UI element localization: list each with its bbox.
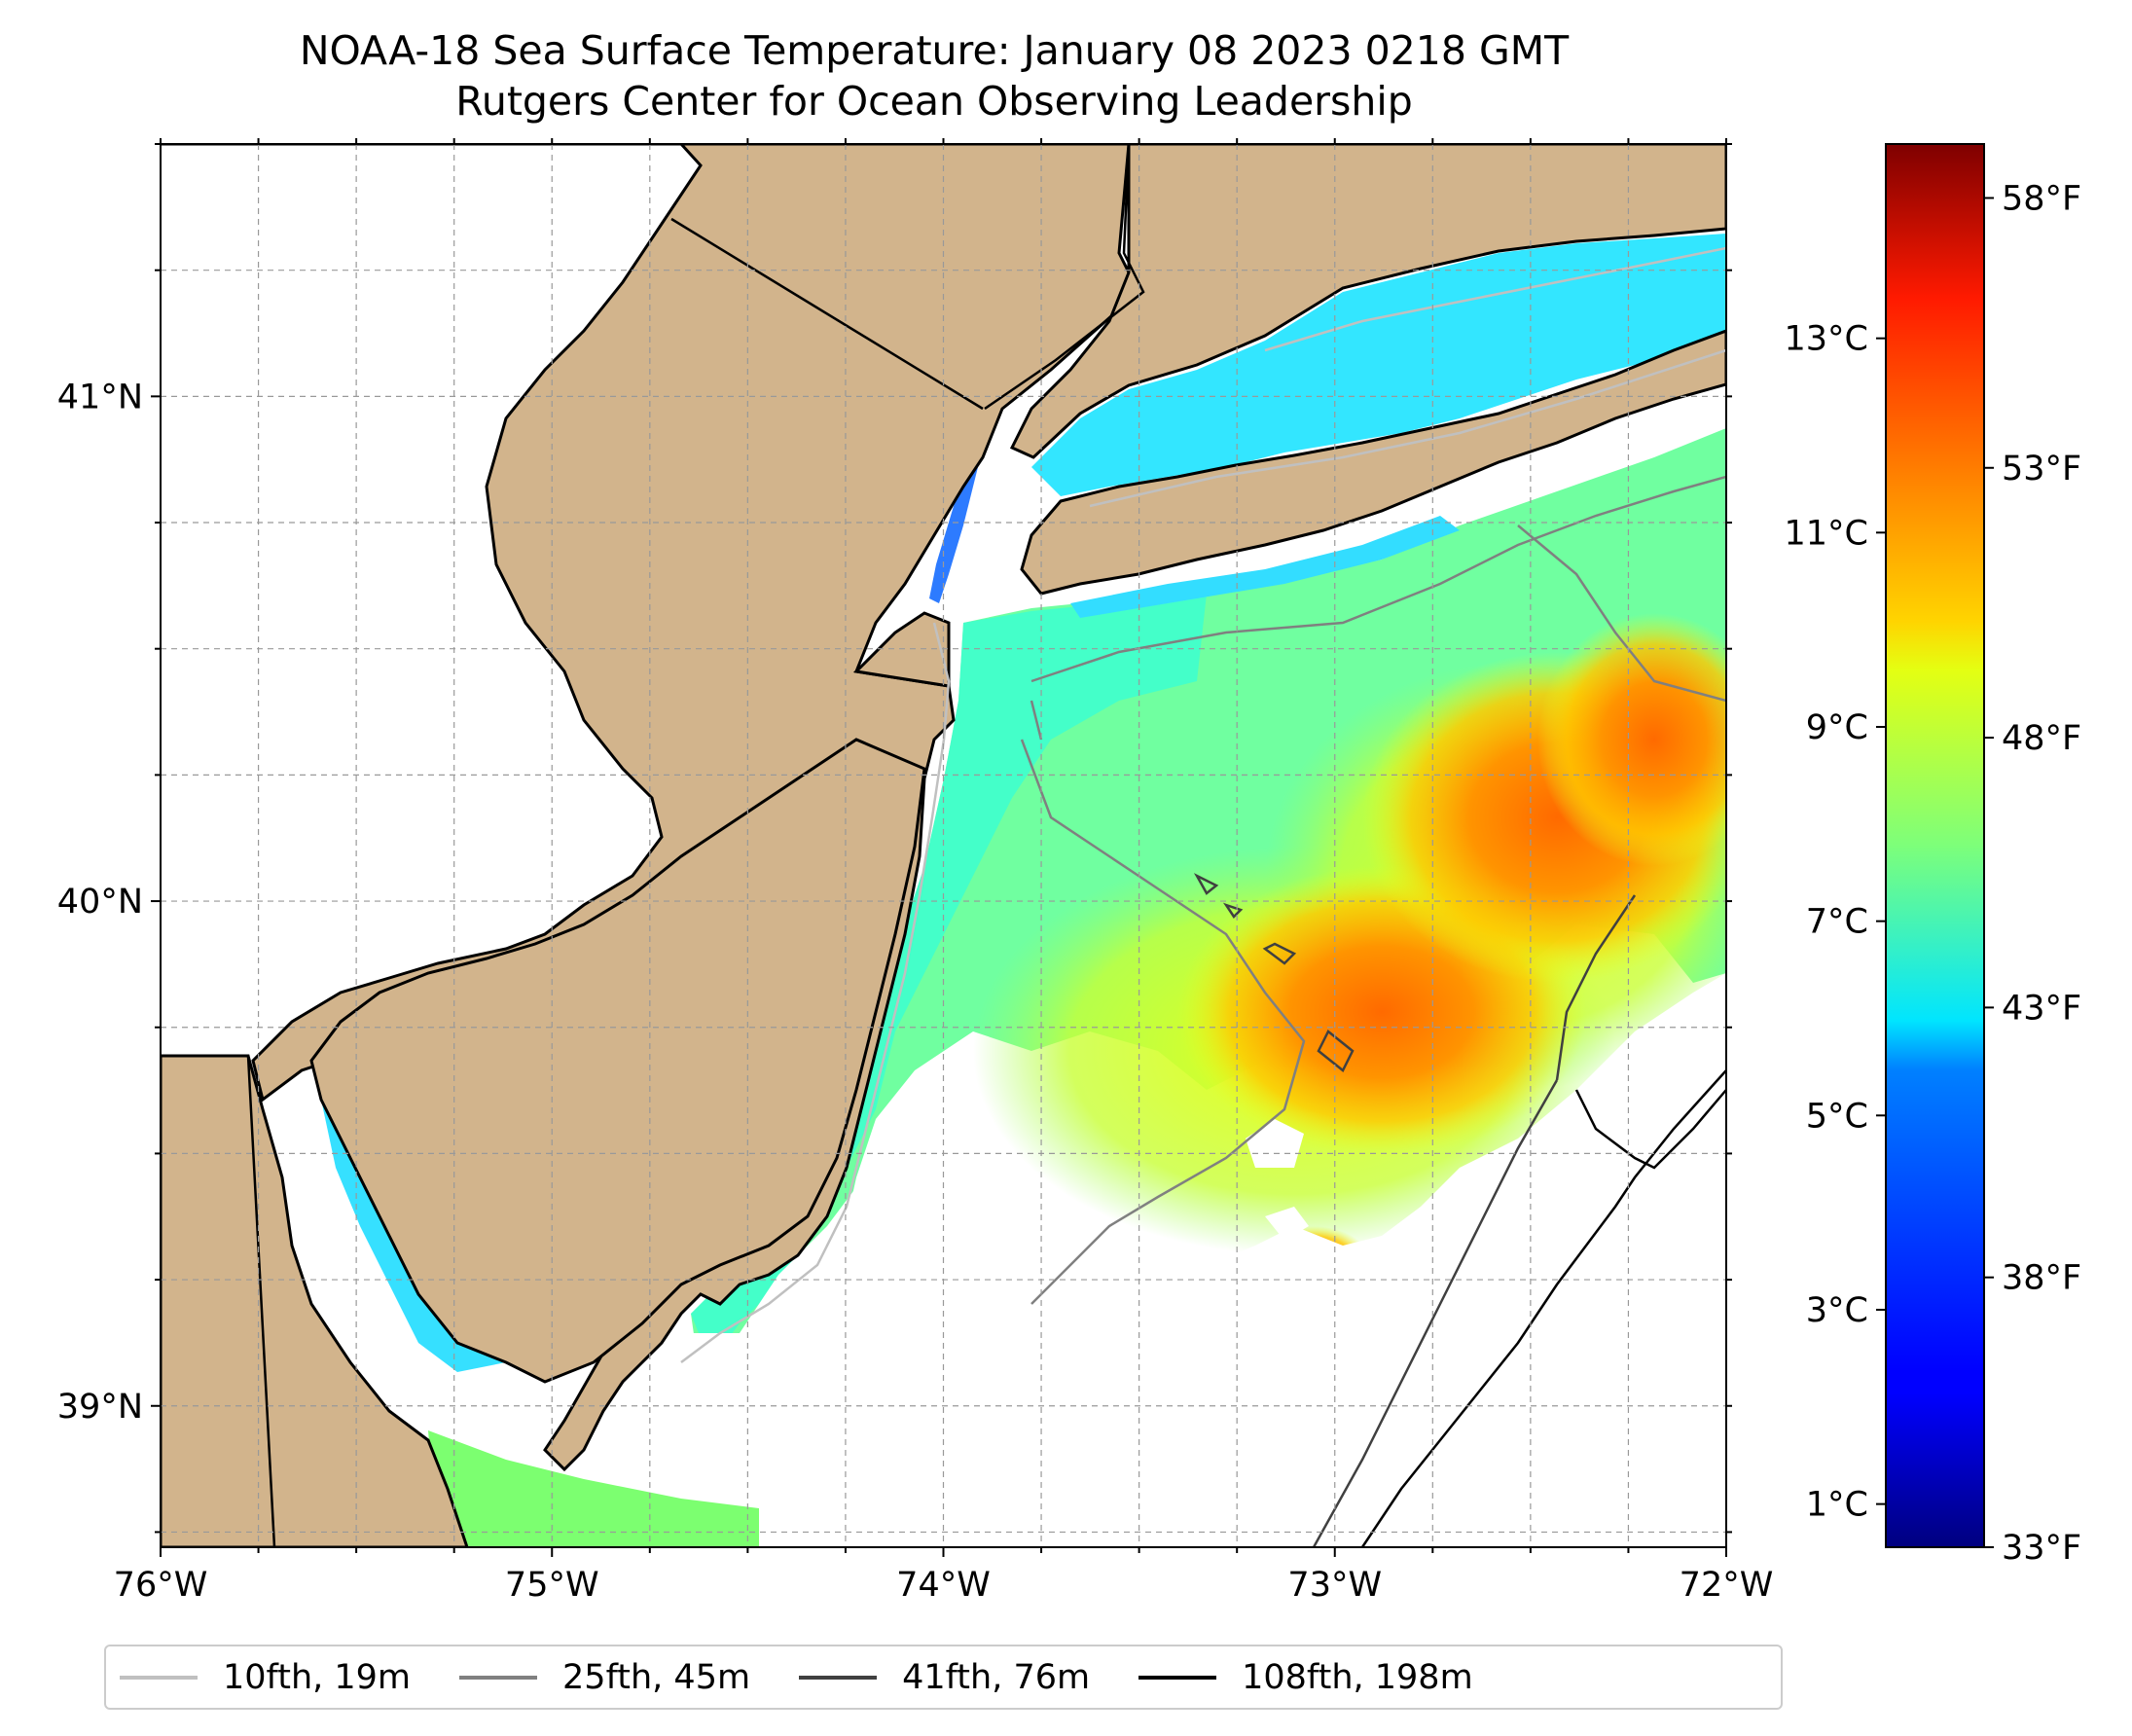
no-data-cloud-south <box>681 973 1726 1547</box>
colorbar-c-label: 13°C <box>1785 320 1868 359</box>
sst-long-island-sound <box>1031 234 1726 496</box>
colorbar-f-label: 58°F <box>2002 179 2081 218</box>
x-tick-label: 74°W <box>896 1566 991 1605</box>
legend-swatch-41fth <box>799 1675 878 1680</box>
legend-item-41fth: 41fth, 76m <box>799 1658 1090 1697</box>
legend-label-108fth: 108fth, 198m <box>1242 1657 1473 1697</box>
colorbar-f-label: 38°F <box>2002 1259 2081 1298</box>
legend-swatch-25fth <box>459 1675 538 1680</box>
chart-title: NOAA-18 Sea Surface Temperature: January… <box>0 25 1868 127</box>
colorbar-c-label: 1°C <box>1806 1486 1868 1525</box>
legend-swatch-108fth <box>1138 1675 1217 1680</box>
isobath-10fth <box>680 246 1726 1363</box>
x-tick-label: 75°W <box>505 1566 599 1605</box>
isobath-41fth <box>1193 873 1637 1547</box>
colorbar-c-label: 9°C <box>1806 708 1868 747</box>
map-plot-area <box>161 144 1726 1547</box>
isobath-legend: 10fth, 19m 25fth, 45m 41fth, 76m 108fth,… <box>104 1645 1783 1710</box>
legend-label-41fth: 41fth, 76m <box>902 1657 1091 1697</box>
y-tick-label: 41°N <box>57 378 143 416</box>
colorbar-f-label: 53°F <box>2002 450 2081 488</box>
colorbar-ticks: 1°C 3°C 5°C 7°C 9°C 11°C 13°C 33°F 38°F 43°F 48°F 5… <box>1785 179 2082 1568</box>
map-axes: 76°W 75°W 74°W 73°W 72°W 39°N 40°N 41°N <box>57 138 1774 1605</box>
colorbar-f-label: 48°F <box>2002 719 2081 758</box>
colorbar-f-label: 33°F <box>2002 1529 2081 1568</box>
land-delaware <box>161 1054 469 1547</box>
land-long-island <box>1020 329 1726 596</box>
isobath-108fth <box>1360 1069 1726 1547</box>
legend-label-25fth: 25fth, 45m <box>562 1657 751 1697</box>
colorbar-c-label: 5°C <box>1806 1097 1868 1136</box>
legend-swatch-10fth <box>120 1675 198 1680</box>
colorbar <box>1885 143 1985 1548</box>
y-tick-label: 40°N <box>57 883 143 922</box>
colorbar-f-label: 43°F <box>2002 989 2081 1028</box>
x-tick-label: 73°W <box>1287 1566 1382 1605</box>
colorbar-c-label: 11°C <box>1785 514 1868 553</box>
legend-item-108fth: 108fth, 198m <box>1138 1658 1473 1697</box>
state-borders <box>161 144 1145 1547</box>
colorbar-c-label: 3°C <box>1806 1291 1868 1330</box>
land-connecticut <box>1009 144 1726 459</box>
x-tick-label: 76°W <box>114 1566 208 1605</box>
legend-item-25fth: 25fth, 45m <box>459 1658 750 1697</box>
x-tick-label: 72°W <box>1680 1566 1774 1605</box>
title-line-2: Rutgers Center for Ocean Observing Leade… <box>455 78 1413 125</box>
map-gridlines <box>161 144 1726 1547</box>
legend-label-10fth: 10fth, 19m <box>223 1657 412 1697</box>
y-tick-label: 39°N <box>57 1388 143 1427</box>
isobath-25fth <box>1020 475 1726 1305</box>
sst-li-south-bay <box>1070 516 1460 618</box>
title-line-1: NOAA-18 Sea Surface Temperature: January… <box>299 27 1570 74</box>
colorbar-c-label: 7°C <box>1806 903 1868 942</box>
legend-item-10fth: 10fth, 19m <box>120 1658 411 1697</box>
